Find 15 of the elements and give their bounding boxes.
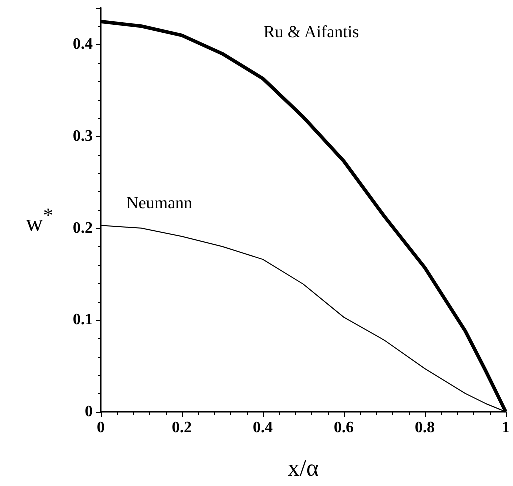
x-tick-label: 1 [502, 420, 510, 436]
x-tick-label: 0.4 [253, 420, 273, 436]
y-tick-label: 0.4 [73, 36, 93, 54]
y-tick-label: 0.3 [73, 128, 93, 146]
x-tick-label: 0 [97, 420, 105, 436]
x-tick-label: 0.6 [334, 420, 354, 436]
x-axis-title: x/α [288, 456, 320, 482]
series-label: Ru & Aifantis [264, 22, 360, 42]
y-tick-label: 0 [85, 404, 93, 420]
x-tick-label: 0.2 [172, 420, 192, 436]
y-axis-title: w$^{*}$ [26, 205, 54, 237]
y-tick-label: 0.1 [73, 312, 93, 329]
x-tick-label: 0.8 [415, 420, 435, 436]
series-label: Neumann [126, 193, 194, 212]
y-tick-label: 0.2 [73, 220, 93, 237]
